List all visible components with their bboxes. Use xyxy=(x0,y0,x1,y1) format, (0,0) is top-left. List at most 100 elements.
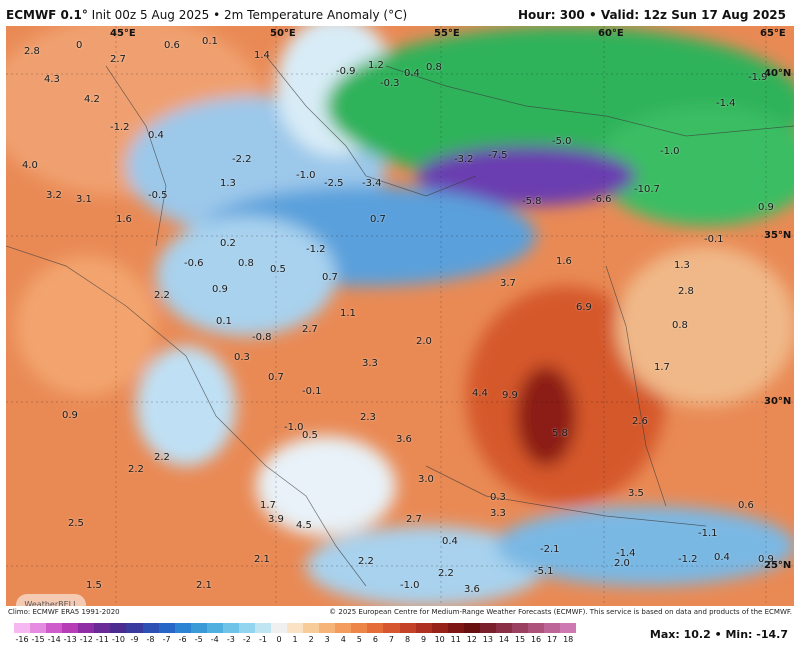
scale-tick-label: 12 xyxy=(466,635,477,644)
anomaly-value-label: 0 xyxy=(76,40,83,51)
color-scale-bar xyxy=(14,623,577,633)
anomaly-value-label: -0.8 xyxy=(252,332,272,343)
scale-swatch xyxy=(560,623,577,633)
anomaly-value-label: -0.3 xyxy=(380,78,400,89)
lat-25n-label: 25°N xyxy=(764,560,792,571)
scale-swatch xyxy=(46,623,63,633)
temperature-anomaly-map[interactable]: 45°E 50°E 55°E 60°E 65°E 40°N 35°N 30°N … xyxy=(6,26,794,606)
anomaly-value-label: 1.3 xyxy=(674,260,690,271)
scale-tick-label: -6 xyxy=(178,635,187,644)
anomaly-value-label: -6.6 xyxy=(592,194,612,205)
anomaly-value-label: 1.3 xyxy=(220,178,236,189)
map-shading xyxy=(6,26,794,606)
anomaly-value-label: 2.1 xyxy=(254,554,270,565)
scale-tick-label: -16 xyxy=(15,635,29,644)
color-scale-ticks: -16 -15 -14 -13 -12 -11 -10 -9 -8 -7 -6 -5 -4 -3 -2 -1 0… xyxy=(14,635,576,644)
scale-swatch xyxy=(238,623,255,633)
anomaly-value-label: 0.9 xyxy=(212,284,228,295)
anomaly-value-label: -10.7 xyxy=(634,184,660,195)
scale-tick-label: 18 xyxy=(563,635,574,644)
anomaly-value-label: 0.9 xyxy=(758,202,774,213)
scale-swatch xyxy=(30,623,47,633)
anomaly-value-label: 4.3 xyxy=(44,74,60,85)
anomaly-value-label: 2.3 xyxy=(360,412,376,423)
scale-tick-label: 15 xyxy=(514,635,526,644)
scale-tick-label: 4 xyxy=(340,635,346,644)
anomaly-value-label: 0.3 xyxy=(234,352,250,363)
scale-swatch xyxy=(190,623,207,633)
scale-swatch xyxy=(254,623,271,633)
anomaly-value-label: 3.2 xyxy=(46,190,62,201)
valid-value: 12z Sun 17 Aug 2025 xyxy=(643,8,786,22)
anomaly-value-label: 2.8 xyxy=(678,286,694,297)
scale-swatch xyxy=(383,623,400,633)
scale-tick-label: 1 xyxy=(292,635,298,644)
scale-swatch xyxy=(206,623,223,633)
scale-swatch xyxy=(319,623,336,633)
anomaly-value-label: 5.8 xyxy=(552,428,568,439)
anomaly-value-label: 0.8 xyxy=(238,258,254,269)
anomaly-value-label: -3.2 xyxy=(454,154,474,165)
scale-swatch xyxy=(222,623,239,633)
anomaly-value-label: 1.6 xyxy=(116,214,132,225)
anomaly-value-label: 2.5 xyxy=(68,518,84,529)
anomaly-value-label: 2.2 xyxy=(438,568,454,579)
scale-tick-label: 6 xyxy=(372,635,378,644)
color-scale: -16 -15 -14 -13 -12 -11 -10 -9 -8 -7 -6 -5 -4 -3 -2 -1 0… xyxy=(14,620,577,652)
scale-swatch xyxy=(78,623,95,633)
header-right: Hour: 300 • Valid: 12z Sun 17 Aug 2025 xyxy=(518,8,786,22)
scale-swatch xyxy=(126,623,143,633)
scale-swatch xyxy=(142,623,159,633)
anomaly-value-label: -1.1 xyxy=(698,528,718,539)
scale-swatch xyxy=(463,623,480,633)
anomaly-value-label: -0.5 xyxy=(148,190,168,201)
scale-swatch xyxy=(110,623,127,633)
anomaly-value-label: -0.1 xyxy=(704,234,724,245)
anomaly-value-label: 9.9 xyxy=(502,390,518,401)
anomaly-value-label: 4.0 xyxy=(22,160,38,171)
anomaly-value-label: 2.7 xyxy=(110,54,126,65)
anomaly-value-label: 0.4 xyxy=(404,68,420,79)
anomaly-value-label: -1.2 xyxy=(678,554,698,565)
anomaly-value-label: 0.4 xyxy=(442,536,458,547)
scale-tick-label: 16 xyxy=(530,635,542,644)
anomaly-value-label: 0.5 xyxy=(270,264,286,275)
scale-tick-label: 5 xyxy=(356,635,362,644)
scale-tick-label: -15 xyxy=(31,635,45,644)
anomaly-value-label: 0.3 xyxy=(490,492,506,503)
scale-tick-label: -10 xyxy=(111,635,125,644)
anomaly-value-label: -0.1 xyxy=(302,386,322,397)
anomaly-value-label: 0.7 xyxy=(370,214,386,225)
scale-tick-label: -7 xyxy=(162,635,171,644)
anomaly-value-label: 3.5 xyxy=(628,488,644,499)
init-time: Init 00z 5 Aug 2025 xyxy=(91,8,210,22)
anomaly-value-label: 0.6 xyxy=(738,500,754,511)
header-separator: • xyxy=(213,8,221,22)
scale-swatch xyxy=(303,623,320,633)
anomaly-value-label: 1.5 xyxy=(86,580,102,591)
anomaly-value-label: 1.1 xyxy=(340,308,356,319)
weatherbell-logo: WeatherBELL xyxy=(16,594,86,606)
anomaly-value-label: 1.7 xyxy=(654,362,670,373)
scale-tick-label: 7 xyxy=(388,635,395,644)
map-header: ECMWF 0.1° Init 00z 5 Aug 2025 • 2m Temp… xyxy=(0,0,800,26)
anomaly-value-label: -2.1 xyxy=(540,544,560,555)
scale-swatch xyxy=(415,623,432,633)
anomaly-value-label: 2.2 xyxy=(154,290,170,301)
scale-tick-label: -12 xyxy=(79,635,93,644)
anomaly-value-label: 1.2 xyxy=(368,60,384,71)
lat-30n-label: 30°N xyxy=(764,396,792,407)
anomaly-value-label: -0.9 xyxy=(336,66,356,77)
anomaly-value-label: 2.2 xyxy=(128,464,144,475)
anomaly-value-label: 3.0 xyxy=(418,474,434,485)
lon-65e-label: 65°E xyxy=(760,28,786,39)
scale-swatch xyxy=(94,623,111,633)
header-left: ECMWF 0.1° Init 00z 5 Aug 2025 • 2m Temp… xyxy=(6,8,407,22)
max-value: 10.2 xyxy=(683,628,711,641)
max-min-readout: Max: 10.2 • Min: -14.7 xyxy=(650,628,788,641)
anomaly-value-label: 2.2 xyxy=(358,556,374,567)
scale-swatch xyxy=(14,623,31,633)
scale-swatch xyxy=(174,623,191,633)
anomaly-value-label: 0.5 xyxy=(302,430,318,441)
anomaly-value-label: -1.4 xyxy=(716,98,736,109)
